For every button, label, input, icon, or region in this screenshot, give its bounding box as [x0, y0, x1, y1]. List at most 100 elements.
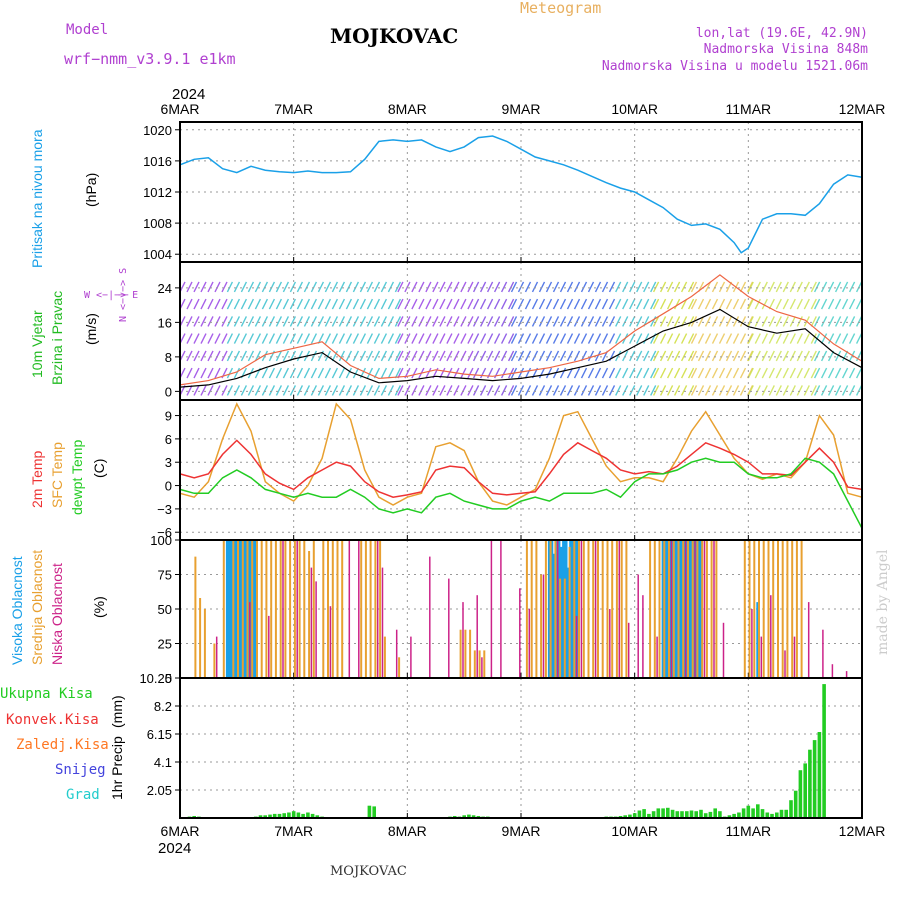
precip-bar — [651, 811, 656, 818]
wind-barb — [782, 333, 789, 344]
wind-barb — [510, 385, 518, 396]
wind-barb — [524, 350, 532, 362]
wind-barb — [711, 333, 719, 344]
wind-barb — [411, 385, 418, 396]
wind-barb — [418, 281, 425, 293]
wind-barb — [472, 333, 480, 344]
wind-barb — [486, 350, 494, 362]
precip-bar — [703, 813, 708, 818]
wind-barb — [855, 333, 863, 344]
wind-barb — [439, 281, 446, 293]
wind-barb — [718, 367, 726, 379]
wind-barb — [680, 298, 688, 310]
wind-barb — [725, 367, 733, 379]
wind-barb — [768, 316, 775, 327]
wind-barb — [552, 316, 560, 327]
wind-barb — [636, 281, 643, 293]
wind-barb — [373, 298, 381, 310]
wind-barb — [768, 350, 775, 362]
wind-barb — [782, 316, 789, 327]
wind-barb — [193, 281, 200, 293]
wind-barb — [636, 316, 643, 327]
precip-bar — [310, 813, 315, 818]
wind-barb — [601, 281, 609, 293]
wind-barb — [397, 350, 404, 362]
wind-barb — [629, 367, 636, 379]
wind-barb — [394, 333, 402, 344]
temperature-ytick-label: −3 — [157, 502, 172, 517]
wind-barb — [673, 385, 681, 396]
wind-barb — [418, 385, 425, 396]
wind-barb — [214, 333, 221, 344]
wind-barb — [746, 316, 754, 327]
wind-barb — [345, 316, 353, 327]
precip-bar — [263, 815, 267, 818]
wind-barb — [439, 298, 446, 310]
wind-barb — [510, 350, 518, 362]
wind-barb — [834, 281, 842, 293]
wind-barb — [240, 350, 248, 362]
wind-barb — [282, 367, 290, 379]
wind-barb — [289, 333, 297, 344]
wind-barb — [673, 298, 681, 310]
cloud-axis-label-high: Visoka Oblacnost — [9, 556, 25, 665]
wind-barb — [629, 385, 636, 396]
wind-barb — [500, 385, 508, 396]
wind-barb — [834, 316, 842, 327]
wind-barb — [704, 333, 712, 344]
wind-barb — [254, 316, 262, 327]
wind-barb — [608, 385, 616, 396]
wind-barb — [761, 385, 768, 396]
wind-barb — [608, 298, 616, 310]
wind-barb — [282, 350, 290, 362]
wind-barb — [652, 281, 660, 293]
wind-barb — [775, 385, 782, 396]
wind-barb — [827, 333, 835, 344]
wind-barb — [855, 350, 863, 362]
wind-barb — [289, 298, 297, 310]
wind-barb — [566, 333, 574, 344]
wind-barb — [775, 281, 782, 293]
precip-bar — [779, 809, 784, 818]
wind-barb — [366, 350, 374, 362]
wind-barb — [725, 298, 733, 310]
wind-barb — [233, 333, 241, 344]
wind-barb — [594, 385, 602, 396]
wind-barb — [622, 316, 629, 327]
wind-barb — [796, 316, 803, 327]
2m-temp-line — [179, 439, 863, 498]
wind-barb — [303, 333, 311, 344]
wind-barb — [690, 350, 698, 362]
wind-barb — [697, 385, 705, 396]
wind-barb — [834, 298, 842, 310]
wind-barb — [479, 298, 487, 310]
wind-barb — [467, 298, 474, 310]
wind-barb — [775, 350, 782, 362]
wind-barb — [359, 350, 367, 362]
wind-barb — [552, 298, 560, 310]
wind-barb — [559, 367, 567, 379]
wind-barb — [254, 333, 262, 344]
precip-bar — [699, 809, 703, 818]
wind-barb — [275, 350, 283, 362]
lonlat-label: lon,lat (19.6E, 42.9N) — [696, 26, 868, 41]
wind-barb — [650, 281, 657, 293]
wind-gust-line — [179, 274, 863, 386]
wind-barb — [545, 350, 553, 362]
wind-barb — [659, 350, 667, 362]
cloud-unit-label: (%) — [91, 596, 107, 618]
wind-barb — [687, 298, 695, 310]
wind-barb — [545, 298, 553, 310]
wind-barb — [608, 367, 616, 379]
wind-barb — [775, 316, 782, 327]
wind-barb — [566, 298, 574, 310]
wind-barb — [331, 316, 339, 327]
wind-barb — [652, 350, 660, 362]
wind-barb — [247, 385, 255, 396]
wind-barb — [559, 316, 567, 327]
wind-barb — [746, 281, 754, 293]
wind-barb — [373, 281, 381, 293]
wind-barb — [507, 316, 515, 327]
wind-barb — [739, 316, 747, 327]
wind-barb — [338, 298, 346, 310]
